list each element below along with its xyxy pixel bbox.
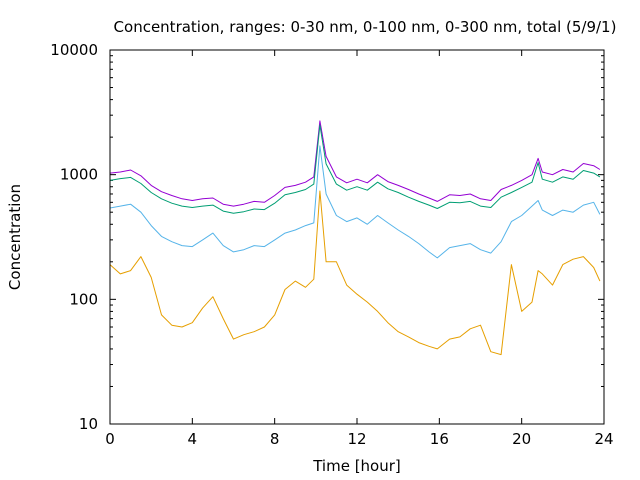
- series-line-4: [109, 190, 601, 356]
- x-tick-label: 12: [347, 430, 366, 448]
- series-line-2: [109, 124, 601, 214]
- x-tick-label: 0: [105, 430, 115, 448]
- plot-area-frame: [109, 49, 605, 425]
- y-tick-label: 10: [79, 415, 98, 433]
- x-axis-label: Time [hour]: [312, 457, 401, 475]
- x-tick-label: 24: [594, 430, 613, 448]
- series-line-1: [109, 120, 601, 207]
- x-tick-label: 20: [512, 430, 531, 448]
- x-tick-label: 8: [270, 430, 280, 448]
- y-tick-label: 1000: [60, 166, 98, 184]
- y-tick-label: 10000: [50, 41, 98, 59]
- chart-title: Concentration, ranges: 0-30 nm, 0-100 nm…: [114, 18, 617, 36]
- y-axis-label: Concentration: [6, 184, 24, 290]
- x-tick-label: 16: [430, 430, 449, 448]
- y-tick-label: 100: [69, 290, 98, 308]
- series-line-3: [109, 145, 601, 259]
- x-tick-label: 4: [188, 430, 198, 448]
